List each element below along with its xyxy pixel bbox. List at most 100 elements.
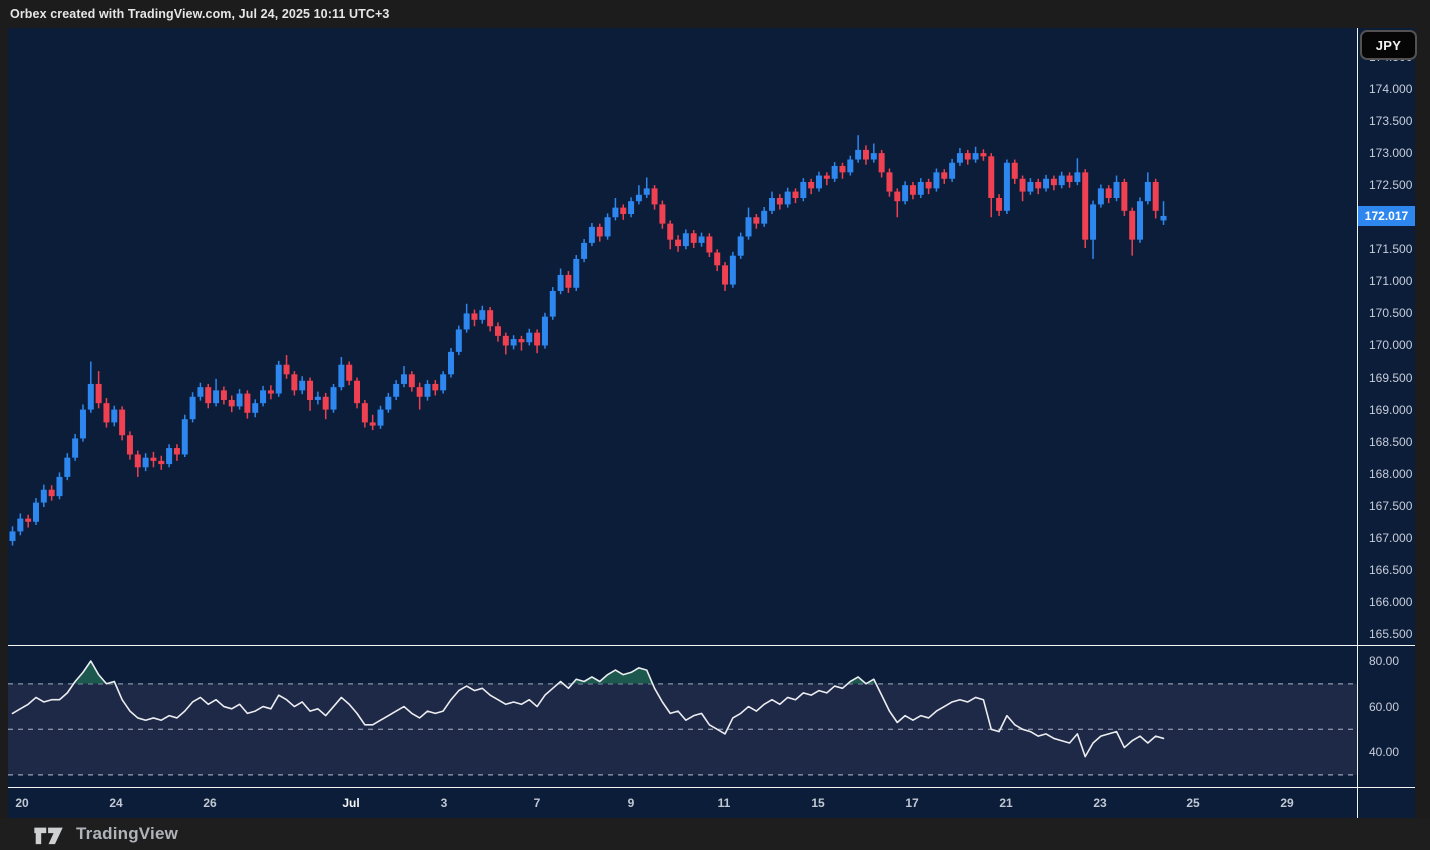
candle-body xyxy=(283,364,290,375)
candle-body xyxy=(267,390,274,394)
rsi-indicator-pane[interactable] xyxy=(8,646,1357,787)
candle-body xyxy=(808,181,815,189)
candle-body xyxy=(432,383,439,391)
candle-body xyxy=(862,149,869,160)
rsi-line xyxy=(11,660,1165,758)
time-axis[interactable]: 20 24 26 Jul 3 7 9 11 15 17 21 23 25 29 xyxy=(8,788,1357,818)
price-tick-label: 169.500 xyxy=(1369,370,1413,385)
candle-body xyxy=(917,181,924,195)
candle-body xyxy=(714,252,721,266)
candle-body xyxy=(823,175,830,179)
candle-body xyxy=(549,290,556,317)
candle-body xyxy=(447,351,454,375)
candle-body xyxy=(1066,175,1073,182)
candle-body xyxy=(220,390,227,400)
candle-body xyxy=(346,364,353,381)
time-tick-label: Jul xyxy=(342,796,360,810)
price-tick-label: 170.500 xyxy=(1369,306,1413,321)
candle-body xyxy=(988,156,995,198)
candle-body xyxy=(698,236,705,243)
candle-body xyxy=(369,422,376,426)
candle-body xyxy=(1113,181,1120,198)
time-tick-label: 26 xyxy=(203,796,217,810)
candle-body xyxy=(408,374,415,388)
candle-body xyxy=(1137,201,1144,240)
candle-body xyxy=(847,159,854,173)
candle-body xyxy=(1152,181,1159,211)
candle-body xyxy=(925,181,932,189)
candle-body xyxy=(769,197,776,211)
price-tick-label: 167.500 xyxy=(1369,498,1413,513)
candle-body xyxy=(902,185,909,202)
price-tick-label: 166.500 xyxy=(1369,562,1413,577)
candle-body xyxy=(322,396,329,410)
candle-body xyxy=(776,197,783,205)
candle-body xyxy=(471,313,478,320)
candle-body xyxy=(181,419,188,455)
candle-body xyxy=(440,374,447,391)
candle-body xyxy=(385,396,392,410)
rsi-tick-label: 40.00 xyxy=(1369,745,1400,760)
candle-body xyxy=(815,175,822,189)
candle-body xyxy=(455,329,462,352)
time-tick-label: 7 xyxy=(533,796,541,810)
candle-body xyxy=(792,191,799,198)
candle-body xyxy=(541,316,548,346)
candle-body xyxy=(839,165,846,173)
tradingview-logo-icon[interactable] xyxy=(32,823,66,845)
pane-resize-handle[interactable] xyxy=(8,645,1415,646)
candle-body xyxy=(377,409,384,426)
candle-body xyxy=(103,403,110,423)
candle-body xyxy=(518,339,525,343)
candle-body xyxy=(228,399,235,407)
candle-body xyxy=(463,313,470,330)
candle-body xyxy=(1105,188,1112,198)
candle-body xyxy=(393,383,400,397)
candle-body xyxy=(401,374,407,384)
price-axis[interactable]: JPY 172.017 174.500174.000173.500173.000… xyxy=(1357,28,1417,818)
candle-body xyxy=(95,383,102,404)
candle-body xyxy=(682,233,689,247)
candle-body xyxy=(361,403,368,423)
candle-body xyxy=(40,489,47,503)
candle-body xyxy=(753,217,760,224)
candle-body xyxy=(494,326,501,336)
candle-body xyxy=(1129,210,1136,240)
candle-body xyxy=(166,448,173,465)
candle-body xyxy=(784,191,791,205)
candle-body xyxy=(354,380,361,404)
last-price-label: 172.017 xyxy=(1358,206,1415,227)
candle-body xyxy=(17,518,24,532)
candle-body xyxy=(596,226,603,237)
candle-body xyxy=(878,153,885,173)
price-tick-label: 167.000 xyxy=(1369,530,1413,545)
candle-body xyxy=(972,153,979,160)
candle-body xyxy=(314,396,321,400)
price-tick-label: 171.000 xyxy=(1369,274,1413,289)
time-tick-label: 15 xyxy=(811,796,825,810)
price-tick-label: 170.000 xyxy=(1369,338,1413,353)
tradingview-brand-text[interactable]: TradingView xyxy=(76,824,179,843)
candle-body xyxy=(1050,178,1057,186)
candle-body xyxy=(706,236,713,253)
candle-body xyxy=(635,194,642,202)
candle-body xyxy=(628,201,635,215)
candle-body xyxy=(534,332,541,346)
rsi-tick-label: 60.00 xyxy=(1369,699,1400,714)
candle-body xyxy=(1144,181,1151,202)
price-tick-label: 171.500 xyxy=(1369,242,1413,257)
time-tick-label: 9 xyxy=(627,796,635,810)
candle-body xyxy=(1121,181,1128,211)
candle-body xyxy=(690,233,697,243)
candle-body xyxy=(87,383,94,410)
candle-body xyxy=(800,181,807,198)
candle-body xyxy=(32,502,39,522)
candle-body xyxy=(291,374,298,391)
candle-body xyxy=(56,476,63,497)
candle-body xyxy=(502,335,509,346)
candle-body xyxy=(64,457,71,477)
time-tick-label: 20 xyxy=(15,796,29,810)
price-pane-candlestick-chart[interactable] xyxy=(8,28,1357,645)
candle-body xyxy=(25,518,32,522)
